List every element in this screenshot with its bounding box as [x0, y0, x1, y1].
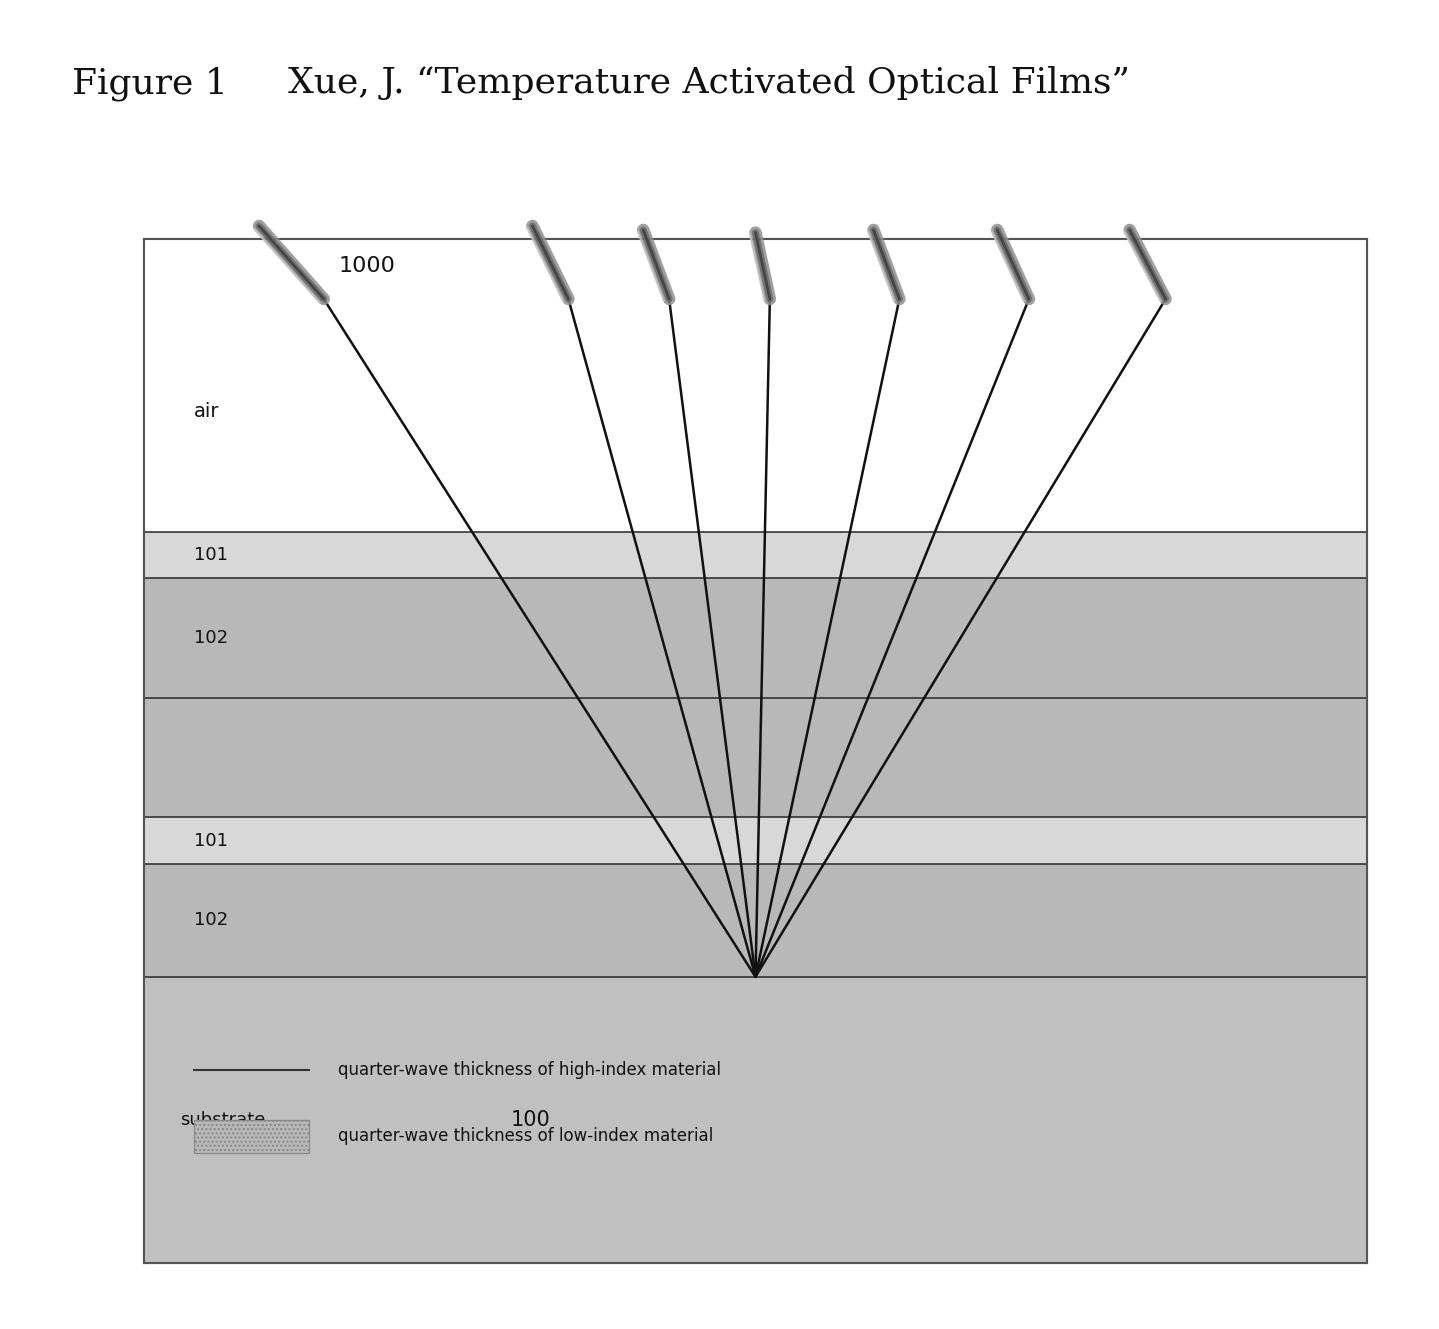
Bar [144, 239, 1367, 1263]
Bar [144, 578, 1367, 698]
Text: quarter-wave thickness of low-index material: quarter-wave thickness of low-index mate… [338, 1127, 714, 1146]
Text: 101: 101 [194, 832, 229, 849]
Bar [144, 864, 1367, 977]
Text: Figure 1: Figure 1 [72, 66, 227, 101]
Text: Xue, J. “Temperature Activated Optical Films”: Xue, J. “Temperature Activated Optical F… [288, 66, 1130, 101]
Text: quarter-wave thickness of high-index material: quarter-wave thickness of high-index mat… [338, 1061, 721, 1079]
Text: 100: 100 [511, 1110, 551, 1130]
Text: 1000: 1000 [338, 255, 396, 276]
Text: 102: 102 [194, 912, 229, 929]
Bar [194, 1119, 309, 1154]
Bar [144, 698, 1367, 817]
Bar [144, 239, 1367, 532]
Bar [144, 977, 1367, 1263]
Text: substrate: substrate [180, 1111, 265, 1128]
Bar [194, 1119, 309, 1154]
Text: 101: 101 [194, 546, 229, 563]
Text: 102: 102 [194, 629, 229, 647]
Bar [144, 532, 1367, 578]
Text: air: air [194, 403, 220, 421]
Bar [144, 817, 1367, 864]
